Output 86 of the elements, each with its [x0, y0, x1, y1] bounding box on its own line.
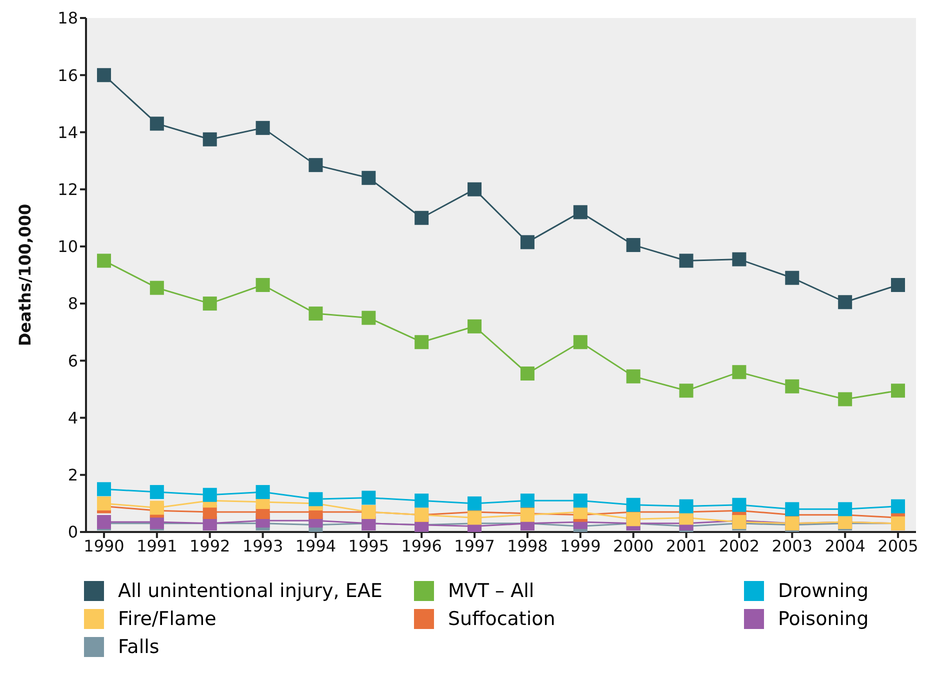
point	[362, 310, 376, 325]
point	[520, 366, 534, 381]
x-tick-label: 1992	[190, 536, 230, 556]
x-tick-label: 1991	[136, 536, 178, 556]
point	[891, 499, 905, 514]
point	[97, 482, 111, 496]
point	[468, 510, 482, 525]
y-tick-label: 0	[68, 522, 78, 542]
point	[202, 296, 217, 311]
point	[679, 384, 694, 398]
y-tick-label: 18	[58, 8, 78, 28]
x-tick-label: 1993	[242, 536, 284, 556]
legend-label: Drowning	[778, 580, 869, 602]
point	[97, 68, 111, 82]
point	[97, 496, 111, 510]
point	[202, 132, 217, 146]
legend-label: Falls	[118, 636, 160, 658]
y-tick-label: 12	[58, 180, 78, 200]
legend-label: Fire/Flame	[118, 608, 216, 630]
x-tick-label: 2003	[772, 536, 812, 556]
point	[785, 270, 800, 285]
point	[468, 319, 482, 334]
x-tick-label: 2001	[666, 536, 707, 556]
y-tick-label: 14	[58, 122, 78, 142]
point	[150, 116, 164, 131]
point	[573, 494, 588, 508]
y-tick-label: 16	[58, 66, 78, 85]
point	[626, 238, 640, 252]
point	[362, 170, 376, 185]
point	[573, 335, 588, 350]
x-tick-label: 1999	[560, 536, 601, 556]
point	[256, 120, 270, 135]
point	[838, 392, 852, 406]
x-tick-label: 2002	[718, 536, 760, 556]
point	[256, 278, 270, 292]
point	[308, 492, 323, 506]
point	[362, 490, 376, 505]
point	[626, 512, 640, 526]
x-tick-label: 1995	[348, 536, 390, 556]
y-tick-label: 2	[68, 466, 78, 485]
point	[732, 365, 746, 380]
legend-label: MVT – All	[448, 580, 534, 602]
point	[256, 485, 270, 500]
point	[97, 254, 111, 268]
point	[520, 494, 534, 508]
point	[891, 278, 905, 292]
point	[414, 494, 429, 508]
point	[414, 335, 429, 350]
point	[626, 498, 640, 512]
point	[785, 379, 800, 394]
y-axis-title: Deaths/100,000	[16, 204, 35, 346]
legend-label: Suffocation	[448, 608, 556, 630]
y-tick-label: 4	[68, 408, 78, 428]
legend-label: Poisoning	[778, 608, 869, 630]
point	[679, 499, 694, 514]
point	[838, 502, 852, 516]
x-tick-label: 1990	[84, 536, 124, 556]
point	[732, 252, 746, 266]
y-tick-label: 8	[68, 294, 78, 314]
point	[573, 205, 588, 220]
point	[308, 158, 323, 172]
x-tick-label: 1998	[507, 536, 548, 556]
point	[838, 295, 852, 310]
x-tick-label: 2005	[878, 536, 918, 556]
point	[679, 254, 694, 268]
x-tick-label: 1997	[454, 536, 495, 556]
x-tick-label: 1994	[295, 536, 336, 556]
y-tick-label: 10	[58, 237, 78, 256]
point	[414, 210, 429, 225]
point	[150, 280, 164, 295]
point	[468, 182, 482, 196]
point	[150, 500, 164, 515]
point	[150, 485, 164, 500]
y-tick-label: 6	[68, 351, 78, 370]
x-tick-label: 1996	[401, 536, 442, 556]
x-tick-label: 2004	[824, 536, 866, 556]
point	[732, 498, 746, 512]
x-tick-label: 2000	[612, 536, 654, 556]
point	[891, 384, 905, 398]
point	[468, 496, 482, 510]
point	[785, 502, 800, 516]
point	[520, 235, 534, 250]
legend-label: All unintentional injury, EAE	[118, 580, 382, 602]
point	[202, 488, 217, 502]
point	[626, 369, 640, 384]
point	[308, 306, 323, 321]
